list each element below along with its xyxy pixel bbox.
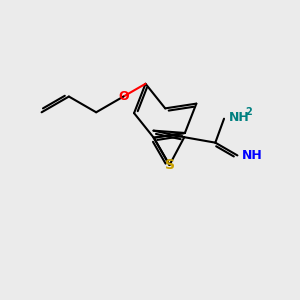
Text: S: S [164, 158, 175, 172]
Text: NH: NH [229, 111, 249, 124]
Text: O: O [118, 90, 129, 103]
Text: 2: 2 [246, 107, 252, 117]
Text: NH: NH [242, 149, 262, 162]
